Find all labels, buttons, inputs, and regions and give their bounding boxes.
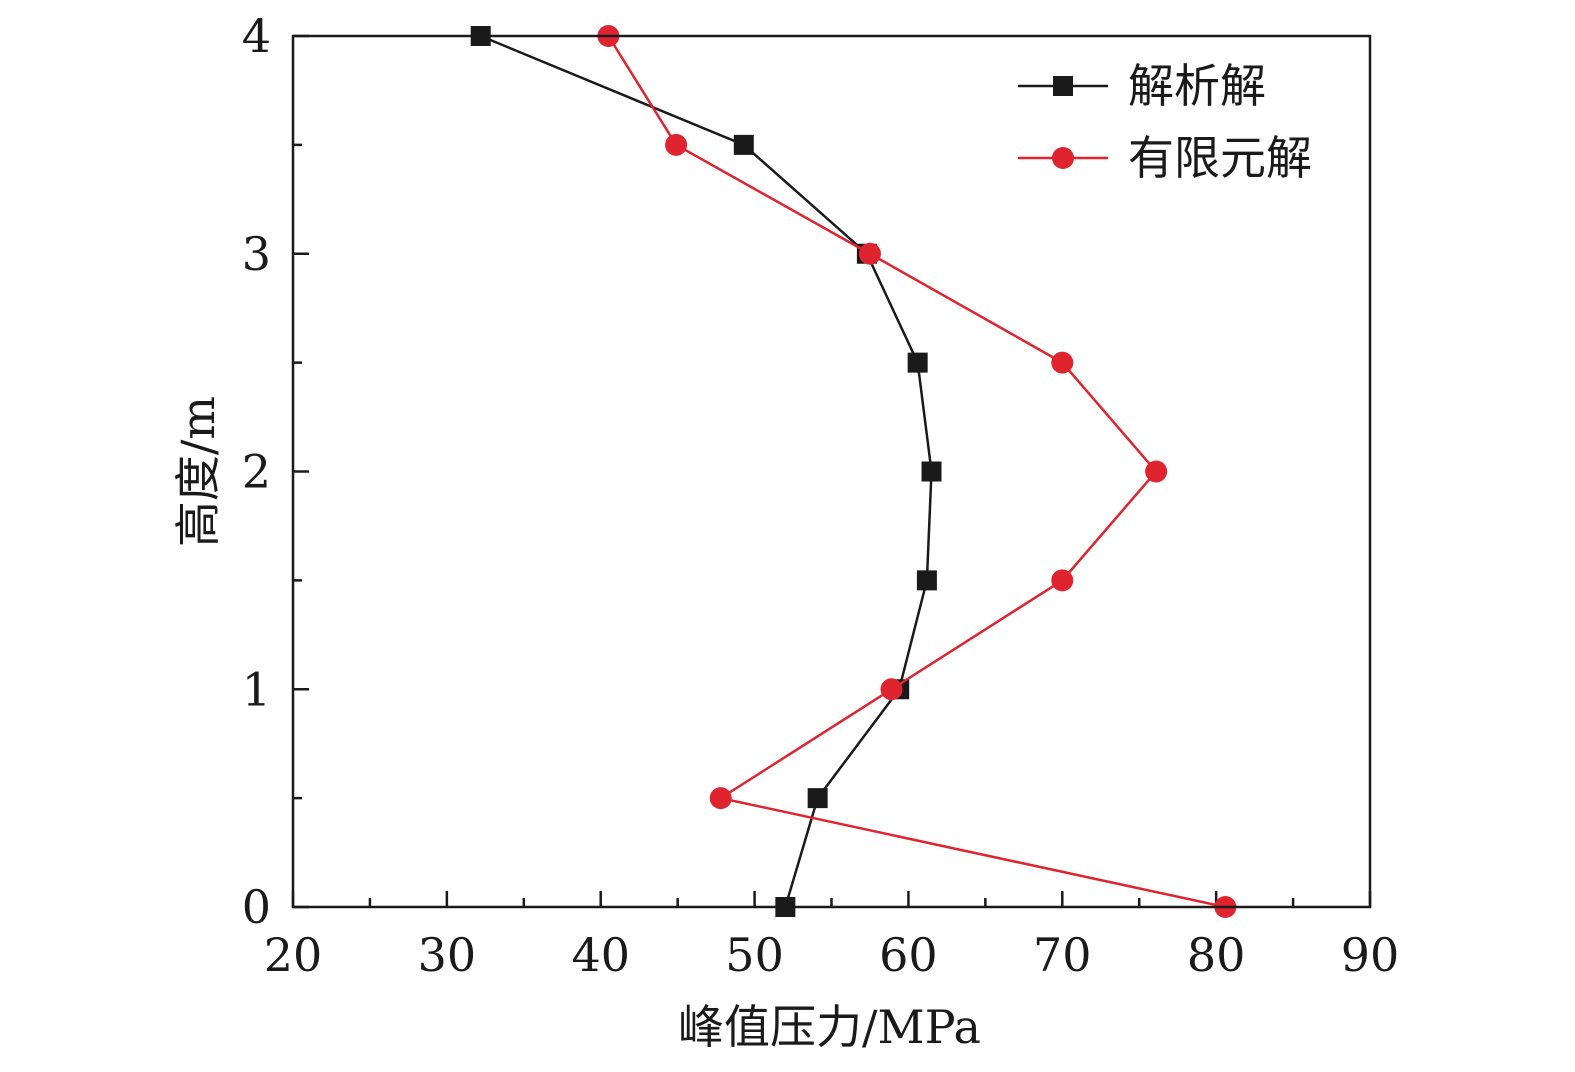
data-point bbox=[907, 352, 928, 373]
y-axis-title: 高度/m bbox=[171, 396, 225, 547]
tick-labels: 20 30 40 50 60 70 80 90 0 1 2 3 4 bbox=[242, 9, 1400, 982]
y-tick-label: 0 bbox=[242, 880, 271, 934]
legend-label-analytical: 解析解 bbox=[1128, 59, 1266, 113]
x-tick-label: 60 bbox=[879, 928, 938, 982]
data-point bbox=[665, 133, 688, 156]
data-point bbox=[858, 242, 881, 265]
legend: 解析解 有限元解 bbox=[1018, 59, 1312, 185]
plot-frame bbox=[291, 34, 1372, 909]
legend-entry-analytical: 解析解 bbox=[1018, 59, 1266, 113]
x-tick-label: 20 bbox=[264, 928, 323, 982]
legend-marker-fem bbox=[1052, 147, 1074, 169]
data-point bbox=[709, 787, 732, 810]
data-point bbox=[807, 788, 828, 809]
data-point bbox=[880, 678, 903, 701]
x-tick-label: 80 bbox=[1187, 928, 1246, 982]
legend-marker-analytical bbox=[1053, 76, 1073, 96]
data-point bbox=[733, 134, 754, 155]
data-point bbox=[916, 570, 937, 591]
x-axis-title: 峰值压力/MPa bbox=[678, 1000, 981, 1054]
series-layer bbox=[470, 25, 1237, 918]
x-tick-label: 50 bbox=[725, 928, 784, 982]
x-tick-label: 90 bbox=[1341, 928, 1400, 982]
y-tick-label: 4 bbox=[242, 9, 271, 63]
data-point bbox=[921, 461, 942, 482]
x-tick-label: 40 bbox=[571, 928, 630, 982]
data-point bbox=[1051, 351, 1074, 374]
legend-entry-fem: 有限元解 bbox=[1018, 131, 1312, 185]
legend-label-fem: 有限元解 bbox=[1128, 131, 1312, 185]
y-tick-label: 1 bbox=[242, 662, 271, 716]
y-tick-label: 2 bbox=[242, 445, 271, 499]
y-tick-label: 3 bbox=[242, 227, 271, 281]
x-tick-label: 70 bbox=[1033, 928, 1092, 982]
series-fem bbox=[597, 25, 1237, 918]
data-point bbox=[1051, 569, 1074, 592]
data-point bbox=[1145, 460, 1168, 483]
x-tick-label: 30 bbox=[418, 928, 477, 982]
